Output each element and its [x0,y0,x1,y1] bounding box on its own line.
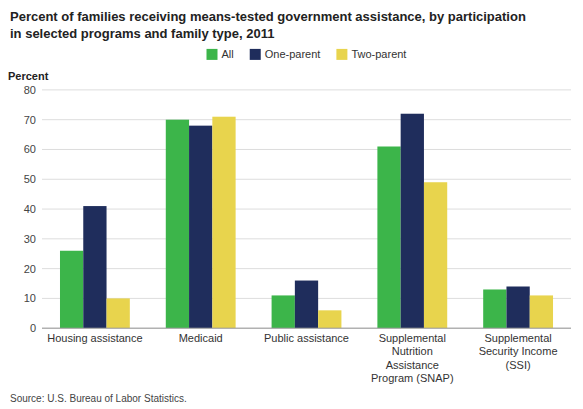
legend-item: One-parent [250,48,321,60]
grid-line [42,179,571,180]
x-tick-label: Housing assistance [47,332,142,344]
bar [189,126,212,329]
x-tick-label-line: Nutrition [392,345,433,357]
bars [60,114,553,328]
source: Source: U.S. Bureau of Labor Statistics. [10,393,187,404]
x-tick-label-line: Security Income [479,345,558,357]
title-line: in selected programs and family type, 20… [10,26,274,41]
x-axis-line [42,328,571,329]
legend-label: One-parent [265,48,321,60]
grid-line [42,149,571,150]
legend-label: Two-parent [351,48,406,60]
bar [318,310,341,328]
y-tick-label: 0 [30,322,36,334]
x-tick-label-line: (SSI) [506,359,531,371]
x-tick-label-line: Housing assistance [47,332,142,344]
y-tick-label: 10 [24,292,36,304]
grid-line [42,209,571,210]
bar [295,281,318,329]
legend: All One-parent Two-parent [207,48,407,60]
x-tick-label-line: Assistance [386,359,439,371]
legend-item: All [207,48,234,60]
x-tick-label-line: Public assistance [264,332,349,344]
grid-line [42,328,571,329]
legend-item: Two-parent [336,48,406,60]
y-axis-label: Percent [8,70,49,82]
x-tick-label-line: Medicaid [179,332,223,344]
x-tick-label-line: Supplemental [379,332,446,344]
bar [506,287,529,329]
y-axis: 0 10 20 30 40 50 60 70 80 [24,84,571,334]
y-tick-label: 60 [24,143,36,155]
bar [166,120,189,329]
chart-svg: Percent of families receiving means-test… [0,0,583,409]
bar [83,206,106,328]
y-tick-label: 20 [24,263,36,275]
grid-line [42,268,571,269]
bar [60,251,83,328]
legend-swatch [207,49,218,60]
y-tick-label: 40 [24,203,36,215]
legend-swatch [250,49,261,60]
bar [483,289,506,328]
x-tick-label: SupplementalSecurity Income (SSI) [479,332,558,370]
chart-container: Percent of families receiving means-test… [0,0,583,409]
bar [272,295,295,328]
bar [530,295,553,328]
bar [107,298,130,328]
grid-line [42,238,571,239]
x-tick-label: SupplementalNutrition AssistanceProgram (… [371,332,454,384]
y-tick-label: 30 [24,233,36,245]
grid-line [42,119,571,120]
y-tick-label: 70 [24,114,36,126]
y-tick-label: 80 [24,84,36,96]
y-tick-label: 50 [24,173,36,185]
title: Percent of families receiving means-test… [10,9,526,41]
x-tick-label-line: Program (SNAP) [371,372,454,384]
page: {"chart_data": {"type": "bar", "title": … [0,0,583,409]
grid-line [42,89,571,90]
x-axis: Housing assistance Medicaid Public assista… [47,332,557,384]
x-tick-label: Medicaid [179,332,223,344]
bar [377,147,400,329]
title-line: Percent of families receiving means-test… [10,9,526,24]
bar [424,182,447,328]
legend-label: All [222,48,234,60]
legend-swatch [336,49,347,60]
bar [401,114,424,328]
x-tick-label: Public assistance [264,332,349,344]
x-tick-label-line: Supplemental [484,332,551,344]
bar [212,117,235,328]
